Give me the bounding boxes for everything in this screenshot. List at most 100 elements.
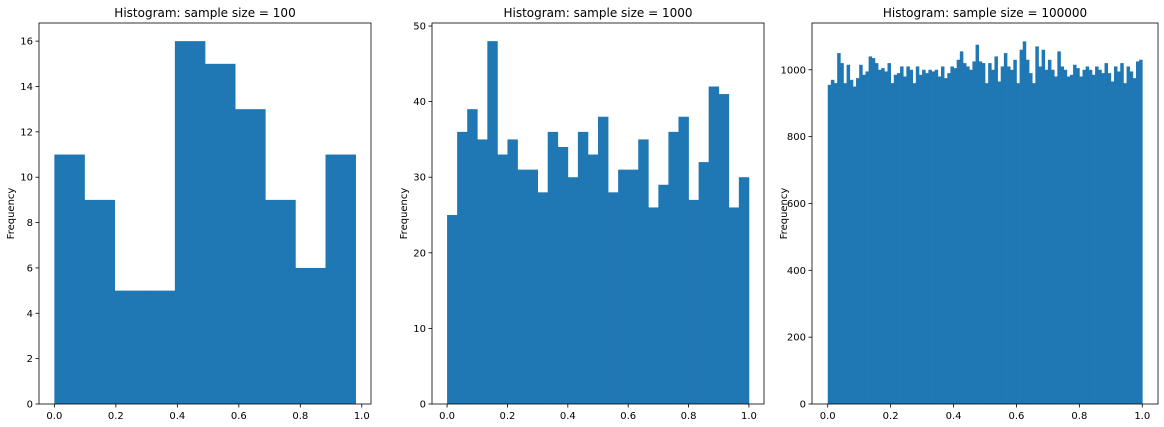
y-tick-label: 10 xyxy=(413,324,426,335)
y-tick-label: 2 xyxy=(27,354,33,365)
histogram-bar xyxy=(1120,63,1124,405)
y-tick-label: 14 xyxy=(20,82,33,93)
histogram-bar xyxy=(205,63,236,404)
histogram-bar xyxy=(698,162,710,404)
histogram-bar xyxy=(972,61,976,405)
histogram-bar xyxy=(1007,66,1011,404)
histogram-bar xyxy=(846,64,851,404)
histogram-bar xyxy=(827,84,832,404)
histogram-bar xyxy=(940,66,945,404)
y-tick-label: 0 xyxy=(420,400,426,411)
histogram-bar xyxy=(517,169,528,404)
histogram-bar xyxy=(658,184,669,404)
histogram-bar xyxy=(837,53,841,404)
bars xyxy=(54,41,356,405)
histogram-bar xyxy=(1066,76,1071,404)
histogram-bar xyxy=(830,79,835,404)
histogram-bar xyxy=(1051,69,1055,404)
chart-title: Histogram: sample size = 100 xyxy=(114,6,295,20)
histogram-bar xyxy=(884,71,888,405)
y-tick-label: 4 xyxy=(27,309,33,320)
histogram-bar xyxy=(295,267,326,404)
histogram-bar xyxy=(1054,76,1058,404)
histogram-bar xyxy=(969,69,973,404)
histogram-bar xyxy=(457,131,468,405)
histogram-bar xyxy=(507,139,518,405)
histogram-bar xyxy=(325,154,356,404)
histogram-bar xyxy=(887,63,891,405)
histogram-bar xyxy=(527,169,538,404)
x-tick-label: 0.2 xyxy=(883,411,899,422)
histogram-bar xyxy=(1082,69,1087,404)
histogram-bar xyxy=(1057,51,1061,404)
histogram-bar xyxy=(843,83,847,404)
histogram-bar xyxy=(577,131,589,405)
histogram-bar xyxy=(874,63,879,405)
histogram-bar xyxy=(966,66,970,404)
histogram-chart-sample-1000: Histogram: sample size = 1000 Frequency … xyxy=(399,6,765,422)
x-tick-label: 0.8 xyxy=(1071,411,1087,422)
histogram-bar xyxy=(988,63,992,405)
histogram-bar xyxy=(906,66,910,404)
histogram-bar xyxy=(1079,76,1083,404)
histogram-bar xyxy=(994,56,998,405)
histogram-bar xyxy=(962,63,967,405)
y-tick-label: 400 xyxy=(787,266,806,277)
histogram-bar xyxy=(834,83,838,404)
histogram-bar xyxy=(174,41,206,404)
histogram-bar xyxy=(922,69,926,404)
y-tick-label: 50 xyxy=(413,22,426,33)
histogram-bar xyxy=(878,69,882,404)
y-tick-label: 20 xyxy=(413,248,426,259)
histogram-bar xyxy=(1060,66,1064,404)
axes-frame xyxy=(811,22,1159,405)
histogram-bar xyxy=(1135,61,1140,405)
histogram-bar xyxy=(1044,69,1049,404)
x-tick-label: 0.0 xyxy=(46,411,62,422)
histogram-bar xyxy=(1003,53,1008,404)
histogram-bar xyxy=(537,192,549,404)
histogram-bar xyxy=(934,69,939,404)
histogram-bar xyxy=(865,71,869,405)
y-tick-label: 8 xyxy=(27,218,33,229)
x-tick-label: 0.4 xyxy=(169,411,185,422)
histogram-bar xyxy=(1041,49,1046,405)
histogram-bar xyxy=(648,207,659,404)
chart-title: Histogram: sample size = 100000 xyxy=(883,6,1087,20)
histogram-bar xyxy=(997,81,1002,405)
y-tick-label: 6 xyxy=(27,263,33,274)
histogram-bar xyxy=(1076,68,1080,405)
histogram-bar xyxy=(956,59,961,404)
histogram-bar xyxy=(903,76,907,404)
histogram-bar xyxy=(1095,66,1099,404)
histogram-bar xyxy=(1085,66,1090,404)
histogram-bar xyxy=(557,146,569,405)
y-tick-label: 30 xyxy=(413,173,426,184)
ticks: 0.0 0.2 0.4 0.6 0.8 1.0 0 2 4 6 8 10 12 14 16 xyxy=(20,37,369,422)
histogram-bar xyxy=(718,94,730,404)
ticks: 0.0 0.2 0.4 0.6 0.8 1.0 0 200 400 600 800 1000 xyxy=(781,65,1151,422)
x-tick-label: 0.4 xyxy=(946,411,962,422)
histogram-bar xyxy=(628,169,639,404)
histogram-bar xyxy=(852,86,857,404)
chart-title: Histogram: sample size = 1000 xyxy=(503,6,692,20)
histogram-bar xyxy=(868,56,873,405)
x-tick-label: 1.0 xyxy=(1134,411,1150,422)
histogram-bar xyxy=(1038,66,1042,404)
histogram-bar xyxy=(1016,83,1020,404)
histogram-bar xyxy=(909,69,914,404)
histogram-bar xyxy=(975,44,980,404)
histogram-bar xyxy=(708,86,720,404)
histogram-bar xyxy=(981,63,986,405)
axes-frame xyxy=(431,22,765,405)
histogram-bar xyxy=(1091,74,1096,405)
histogram-bar xyxy=(947,73,951,404)
histogram-bar xyxy=(638,139,649,405)
x-tick-label: 0.0 xyxy=(439,411,455,422)
histogram-bar xyxy=(1139,59,1143,404)
histogram-bar xyxy=(1101,73,1105,404)
histogram-bar xyxy=(497,154,508,404)
histogram-bar xyxy=(265,199,296,404)
histogram-bar xyxy=(881,68,885,405)
histogram-bar xyxy=(1107,73,1112,404)
